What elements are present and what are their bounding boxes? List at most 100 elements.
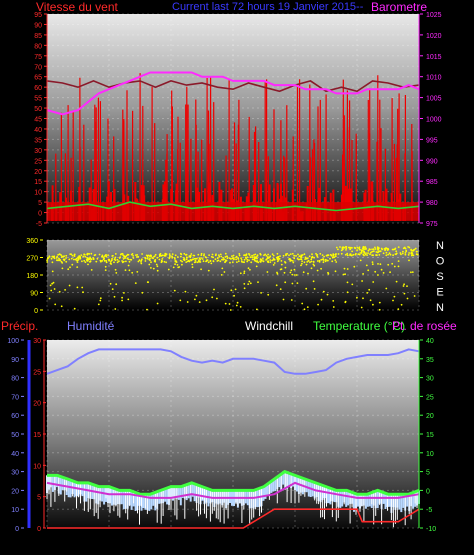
dir-point: [347, 246, 350, 249]
tick-label: 15: [34, 179, 42, 186]
dir-point: [253, 257, 256, 260]
dir-point: [131, 271, 134, 274]
dir-point: [190, 253, 193, 255]
dir-point: [228, 303, 231, 305]
dir-point: [322, 261, 325, 264]
dir-point: [161, 254, 164, 257]
dir-point: [218, 254, 220, 257]
dir-point: [292, 261, 295, 264]
dir-point: [297, 253, 299, 256]
dir-point: [150, 267, 152, 269]
dir-point: [367, 252, 369, 255]
dir-point: [115, 272, 118, 274]
dir-point: [228, 257, 231, 260]
tick-label: 60: [11, 413, 19, 420]
wind-speed-label: Vitesse du vent: [36, 0, 118, 14]
dir-point: [195, 294, 198, 297]
tick-label: 30: [11, 470, 19, 477]
compass-label: S: [436, 271, 443, 283]
dir-point: [76, 286, 79, 289]
tick-label: 25: [34, 158, 42, 165]
dir-point: [81, 286, 84, 289]
dir-point: [394, 248, 396, 251]
dir-point: [327, 271, 329, 274]
dir-point: [255, 256, 258, 258]
dir-point: [318, 261, 321, 263]
dir-point: [375, 254, 377, 256]
dir-point: [153, 260, 156, 263]
dir-point: [171, 253, 174, 256]
dir-point: [201, 258, 204, 260]
dir-point: [259, 260, 261, 263]
dir-point: [297, 258, 300, 261]
dir-point: [402, 285, 405, 287]
dir-point: [411, 271, 414, 273]
dir-point: [310, 267, 313, 270]
dir-point: [380, 268, 383, 271]
dir-point: [320, 267, 322, 270]
dir-point: [176, 256, 179, 258]
dir-point: [89, 257, 92, 260]
dir-point: [380, 247, 383, 250]
dir-point: [240, 260, 243, 263]
dir-point: [271, 253, 274, 256]
dir-point: [146, 308, 148, 311]
dir-point: [342, 246, 344, 249]
dir-point: [60, 305, 63, 308]
dir-point: [171, 255, 174, 258]
dir-point: [165, 261, 168, 264]
dir-point: [395, 280, 398, 283]
dir-point: [141, 253, 144, 255]
dir-point: [79, 257, 82, 260]
dir-point: [101, 255, 103, 258]
dir-point: [97, 303, 100, 306]
dir-point: [371, 248, 373, 251]
dir-point: [246, 258, 249, 261]
dir-point: [372, 248, 375, 251]
dir-point: [403, 292, 406, 295]
dir-point: [53, 255, 56, 258]
dir-point: [391, 262, 394, 265]
dir-point: [104, 265, 107, 268]
dir-point: [362, 297, 364, 300]
dir-point: [109, 282, 112, 285]
dir-point: [73, 258, 75, 261]
dir-point: [209, 259, 212, 262]
dir-point: [138, 259, 141, 262]
dir-point: [313, 264, 316, 267]
dir-point: [346, 281, 349, 284]
dir-point: [384, 247, 387, 250]
dir-point: [156, 256, 159, 259]
dir-point: [46, 261, 49, 263]
dir-point: [144, 257, 147, 260]
dir-point: [325, 254, 328, 257]
dir-point: [346, 268, 349, 270]
x-tick-label: Day 18: [233, 534, 259, 543]
dir-point: [202, 260, 205, 263]
dir-point: [265, 258, 268, 261]
tick-label: 0: [38, 211, 42, 218]
dir-point: [174, 260, 177, 263]
dir-point: [389, 253, 392, 256]
dir-point: [180, 253, 183, 256]
dir-point: [128, 260, 131, 263]
dir-point: [289, 260, 292, 262]
dir-point: [377, 274, 379, 276]
humidity-axis-tick-labels: 0 10 20 30 40 50 60 70 80 90 100: [7, 338, 24, 533]
temperature-panel-grid: [46, 339, 420, 529]
dir-point: [301, 262, 303, 265]
dir-point: [416, 250, 418, 253]
dir-point: [105, 260, 108, 262]
x-tick-label: Day 17: [109, 229, 135, 238]
tick-label: 45: [34, 117, 42, 124]
dir-point: [111, 255, 114, 257]
dir-point: [344, 253, 347, 256]
dir-point: [410, 248, 412, 251]
dir-point: [408, 246, 411, 249]
dir-point: [349, 246, 352, 249]
dir-point: [358, 253, 361, 256]
dir-point: [249, 268, 251, 271]
tick-label: 10: [34, 190, 42, 197]
dir-point: [58, 290, 61, 293]
dir-point: [196, 257, 198, 260]
